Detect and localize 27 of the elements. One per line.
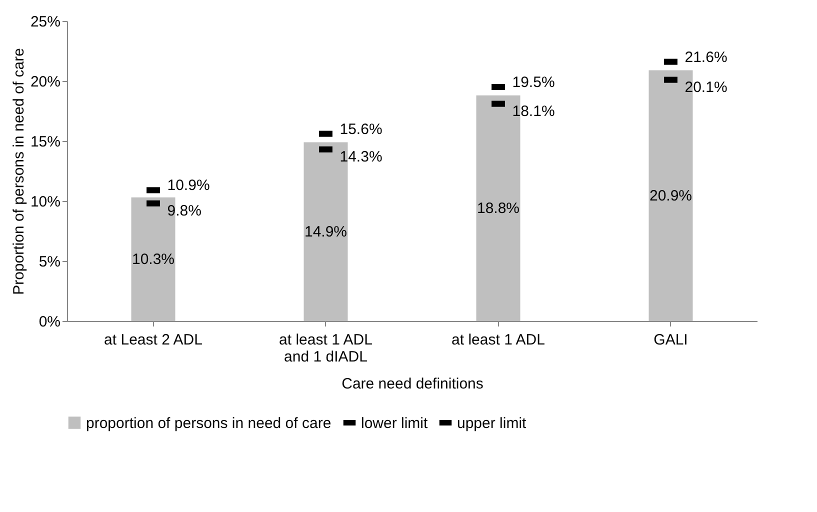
x-tick-label: at least 1 ADL bbox=[452, 332, 545, 348]
y-tick-label: 20% bbox=[30, 74, 60, 90]
x-tick-label: at least 1 ADL and 1 dIADL bbox=[279, 332, 372, 366]
y-tick-label: 5% bbox=[38, 254, 60, 270]
data-label: 14.9% bbox=[304, 224, 348, 241]
data-label: 10.9% bbox=[167, 177, 210, 194]
y-axis-title: Proportion of persons in need of care bbox=[10, 48, 28, 295]
x-tick-label: at Least 2 ADL bbox=[104, 332, 202, 348]
legend-label: lower limit bbox=[361, 414, 429, 432]
data-label: 9.8% bbox=[167, 202, 202, 220]
data-label: 18.1% bbox=[512, 102, 555, 120]
y-tick-label: 0% bbox=[38, 314, 60, 330]
data-label: 19.5% bbox=[512, 74, 555, 91]
data-label: 20.1% bbox=[684, 78, 728, 96]
y-tick-label: 25% bbox=[30, 14, 60, 30]
legend-label: proportion of persons in need of care bbox=[86, 414, 332, 432]
x-axis-title: Care need definitions bbox=[342, 376, 484, 392]
data-label: 18.8% bbox=[476, 200, 520, 218]
data-label: 15.6% bbox=[340, 120, 382, 138]
x-tick-label: GALI bbox=[654, 332, 688, 348]
data-label: 14.3% bbox=[340, 148, 382, 166]
y-tick-label: 10% bbox=[30, 194, 60, 210]
data-label: 20.9% bbox=[649, 188, 692, 205]
data-label: 10.3% bbox=[132, 251, 175, 268]
y-tick-label: 15% bbox=[30, 134, 60, 150]
data-label: 21.6% bbox=[684, 48, 728, 66]
legend-label: upper limit bbox=[457, 414, 528, 432]
